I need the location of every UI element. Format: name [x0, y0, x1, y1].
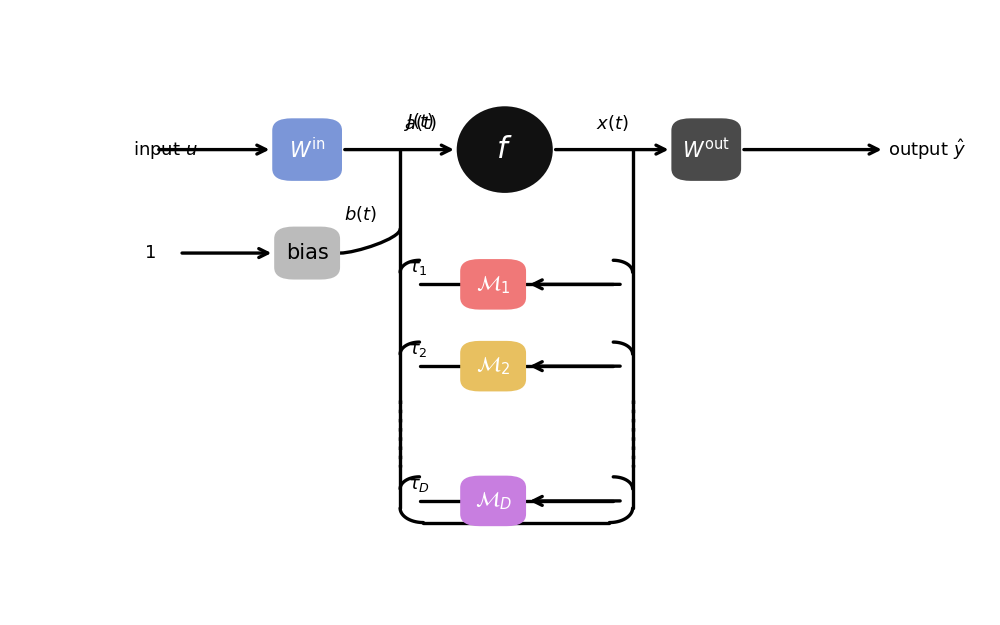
Text: $\tau_2$: $\tau_2$ — [408, 341, 427, 359]
Text: $1$: $1$ — [144, 244, 156, 262]
Text: bias: bias — [286, 243, 328, 263]
Text: $W^\mathrm{out}$: $W^\mathrm{out}$ — [682, 137, 730, 162]
FancyBboxPatch shape — [272, 118, 342, 181]
Ellipse shape — [457, 106, 553, 193]
Text: $x(t)$: $x(t)$ — [596, 112, 628, 132]
FancyBboxPatch shape — [460, 259, 526, 309]
Text: output $\hat{y}$: output $\hat{y}$ — [888, 138, 966, 162]
Text: $\tau_D$: $\tau_D$ — [408, 476, 430, 494]
Text: $\mathcal{M}_1$: $\mathcal{M}_1$ — [476, 273, 510, 296]
Text: input $u$: input $u$ — [133, 139, 197, 161]
FancyBboxPatch shape — [460, 476, 526, 526]
Text: $J(t)$: $J(t)$ — [404, 111, 434, 132]
Text: $f$: $f$ — [496, 135, 513, 164]
Text: $\mathcal{M}_D$: $\mathcal{M}_D$ — [475, 489, 512, 512]
Text: $a(t)$: $a(t)$ — [404, 112, 437, 132]
FancyBboxPatch shape — [671, 118, 741, 181]
FancyBboxPatch shape — [460, 341, 526, 391]
Text: $W^\mathrm{in}$: $W^\mathrm{in}$ — [289, 137, 325, 162]
Text: $b(t)$: $b(t)$ — [344, 204, 377, 224]
FancyBboxPatch shape — [274, 227, 340, 279]
Text: $\mathcal{M}_2$: $\mathcal{M}_2$ — [476, 355, 510, 377]
Text: $\tau_1$: $\tau_1$ — [408, 259, 428, 277]
